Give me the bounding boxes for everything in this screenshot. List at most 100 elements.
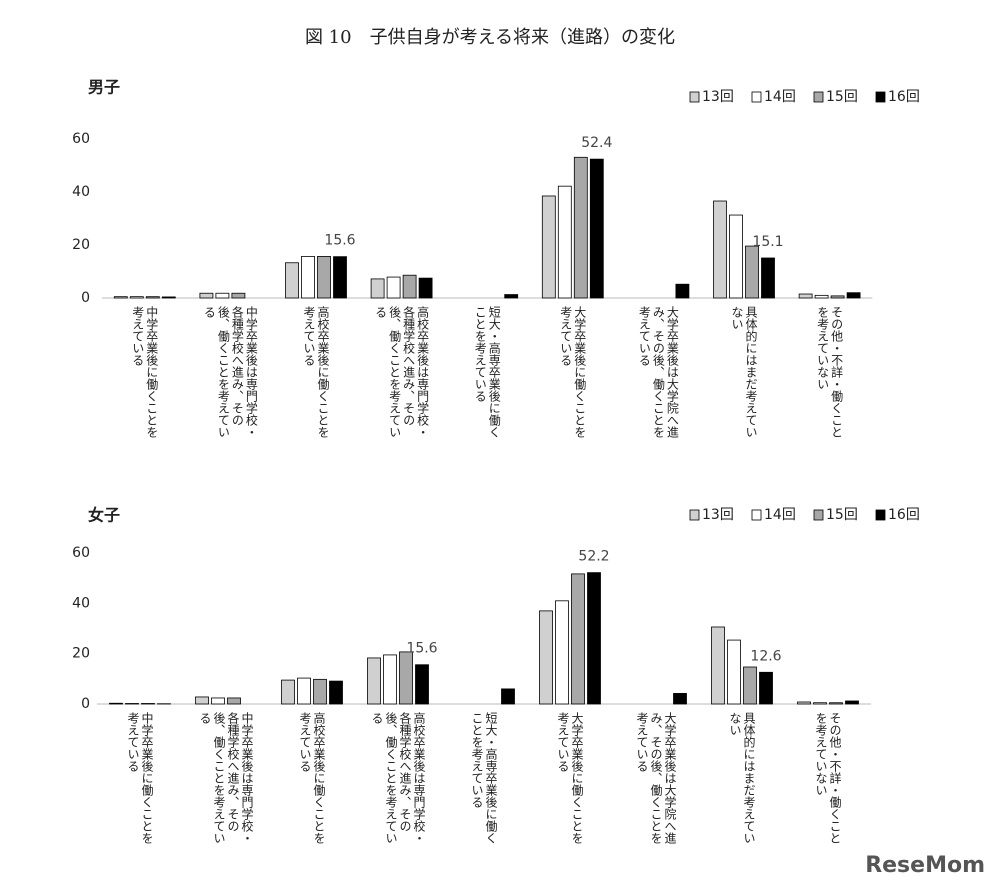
bar [745,245,759,299]
bar [333,256,347,299]
x-tick-label: 短大・高専卒業後に働くことを考えている [470,712,498,844]
watermark: ReseMom [865,853,985,878]
y-tick-label: 40 [72,595,90,611]
bar [539,610,553,705]
bar [761,257,775,299]
x-tick-label: その他・不詳・働くことを考えていない [814,712,842,844]
legend-label: 15回 [826,507,858,523]
x-tick-label: 中学卒業後に働くことを考えている [126,712,154,844]
x-tick-label: 具体的にはまだ考えていない [730,306,758,438]
bar [713,200,727,299]
legend-swatch [813,91,824,103]
x-tick-label: 短大・高専卒業後に働くことを考えている [473,306,502,438]
bar [125,703,139,705]
bar [504,294,519,299]
bar [573,156,588,299]
bar [589,158,604,299]
bar [829,702,843,705]
bar [227,697,241,705]
legend-label: 15回 [826,89,858,105]
bar [367,657,381,705]
legend-swatch [689,91,700,103]
bar [370,278,385,299]
bar [285,262,299,299]
bar [813,702,827,705]
x-tick-label: 具体的にはまだ考えていない [728,712,756,844]
bar [797,701,811,705]
bar [711,626,725,705]
y-tick-label: 20 [72,237,90,253]
value-label: 15.6 [406,641,437,657]
x-tick-label: 中学卒業後は専門学校・各種学校へ進み、その後、働くことを考えている [202,306,259,438]
x-tick-label: 高校卒業後に働くことを考えている [302,306,330,438]
legend-label: 14回 [764,89,796,105]
x-tick-label: 中学卒業後は専門学校・各種学校へ進み、その後、働くことを考えている [198,712,254,844]
value-label: 52.4 [581,135,612,151]
legend-swatch [875,91,886,103]
x-tick-label: 高校卒業後は専門学校・各種学校へ進み、その後、働くことを考えている [370,712,426,844]
x-tick-label: 高校卒業後は専門学校・各種学校へ進み、その後、働くことを考えている [373,306,430,438]
bar [329,680,343,705]
y-tick-label: 60 [72,545,90,561]
bar [541,195,556,299]
legend-label: 14回 [764,507,796,523]
bar [402,274,417,299]
bar [301,255,315,299]
bar [415,664,429,705]
bar [830,295,845,299]
bar [571,573,585,705]
bar [195,696,209,705]
legend-swatch [689,509,700,521]
legend-label: 16回 [888,89,920,105]
y-tick-label: 20 [72,646,90,662]
bar [386,276,401,299]
legend-label: 13回 [702,507,734,523]
y-tick-label: 0 [81,696,90,712]
y-tick-label: 40 [72,184,90,200]
x-tick-label: 高校卒業後に働くことを考えている [298,712,326,844]
x-tick-label: 中学卒業後に働くことを考えている [130,306,159,438]
x-tick-label: 大学卒業後に働くことを考えている [556,712,584,844]
bar [161,296,176,299]
value-label: 15.1 [752,234,783,250]
bar [675,283,690,299]
value-label: 12.6 [750,648,781,664]
legend-swatch [813,509,824,521]
legend-swatch [751,91,762,103]
bar [129,296,144,299]
bar [317,255,331,299]
chart-title: 男子 [88,78,120,97]
bar [587,572,601,705]
legend-swatch [751,509,762,521]
bar [399,651,413,705]
bar [383,654,397,705]
bar [814,294,829,299]
figure-title: 図 10 子供自身が考える将来（進路）の変化 [305,27,675,48]
bar [297,677,311,705]
x-tick-label: 大学卒業後は大学院へ進み、その後、働くことを考えている [637,306,680,438]
y-tick-label: 0 [81,290,90,306]
bar [557,185,572,299]
bar [845,700,859,705]
bar [759,671,773,705]
chart-title: 女子 [88,506,120,525]
value-label: 52.2 [578,549,609,565]
bar [798,293,813,299]
bar [211,697,225,705]
bar [313,678,327,705]
bar [846,292,861,299]
bar [113,296,128,299]
bar [743,666,757,705]
x-tick-label: その他・不詳・働くことを考えていない [815,306,844,438]
legend-swatch [875,509,886,521]
x-tick-label: 大学卒業後に働くことを考えている [558,306,587,438]
bar [501,688,515,705]
bar [141,703,155,705]
bar [109,702,123,705]
bar [727,639,741,705]
bar [215,292,230,299]
value-label: 15.6 [324,233,355,249]
legend-label: 13回 [702,89,734,105]
